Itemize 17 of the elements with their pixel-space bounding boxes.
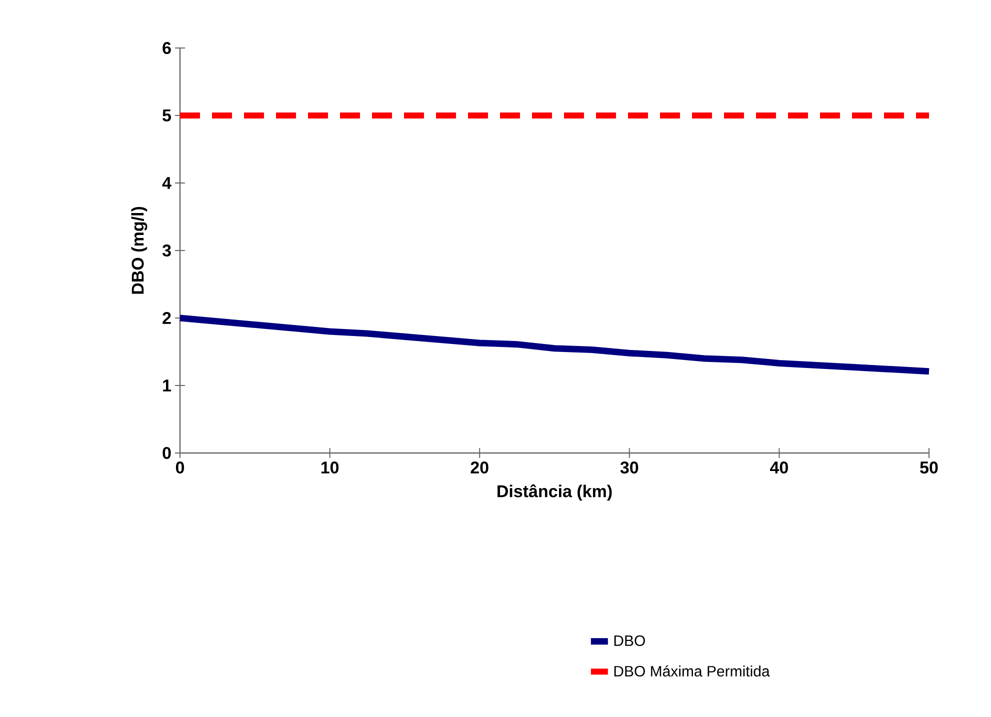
y-axis-title: DBO (mg/l)	[131, 206, 148, 294]
y-tick-label: 4	[162, 177, 172, 189]
y-tick-label: 6	[162, 42, 171, 54]
y-tick-label: 2	[162, 312, 171, 324]
x-tick-label: 40	[770, 462, 788, 474]
x-tick-label: 0	[176, 462, 184, 474]
x-tick-label: 10	[321, 462, 339, 474]
y-tick-label: 3	[162, 244, 171, 257]
y-tick-label: 1	[163, 380, 172, 392]
x-tick-label: 30	[620, 462, 638, 474]
x-axis-title: Distância (km)	[498, 484, 612, 501]
legend-label: DBO	[614, 635, 645, 646]
x-tick-label: 20	[470, 462, 488, 474]
y-tick-label: 0	[162, 446, 171, 460]
y-tick-label: 5	[162, 110, 172, 122]
x-tick-label: 50	[920, 462, 938, 474]
legend-label: DBO Máxima Permitida	[614, 665, 770, 677]
